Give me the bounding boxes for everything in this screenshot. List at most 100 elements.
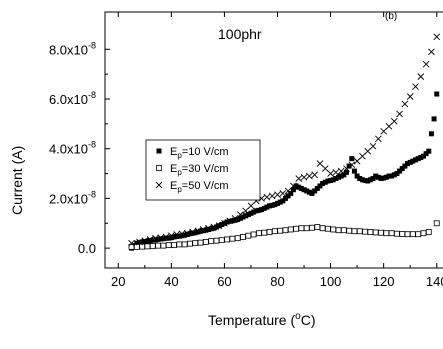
- data-point: [256, 207, 262, 213]
- data-point: [367, 177, 373, 183]
- data-point: [155, 242, 161, 249]
- data-point: [383, 230, 390, 237]
- data-point: [378, 176, 384, 182]
- x-tick-label: 100: [320, 274, 342, 289]
- data-point: [428, 131, 434, 137]
- data-point: [266, 229, 273, 235]
- x-tick-label: 40: [164, 274, 178, 289]
- data-point: [372, 229, 379, 236]
- data-point: [422, 60, 430, 68]
- data-point: [405, 161, 411, 167]
- data-point: [242, 207, 249, 215]
- data-point: [277, 199, 283, 205]
- data-point: [147, 238, 153, 244]
- data-point: [240, 234, 246, 240]
- data-point: [399, 231, 406, 237]
- data-point: [279, 190, 287, 197]
- x-axis-label-degree: o: [295, 311, 301, 322]
- data-point: [251, 209, 257, 215]
- data-point: [184, 231, 190, 237]
- data-point: [415, 156, 421, 162]
- y-tick-label: 4.0x10-8: [49, 140, 96, 157]
- data-point: [179, 233, 185, 239]
- data-point: [385, 123, 393, 130]
- legend-marker: [156, 165, 162, 171]
- data-point: [346, 227, 353, 234]
- data-point: [338, 173, 344, 179]
- data-point: [373, 173, 379, 179]
- data-point: [152, 234, 159, 242]
- data-point: [144, 243, 151, 250]
- data-point: [250, 231, 257, 238]
- data-point: [351, 228, 358, 235]
- data-point: [232, 217, 238, 223]
- data-point: [210, 223, 218, 231]
- data-point: [412, 83, 419, 90]
- data-point: [402, 163, 408, 169]
- data-point: [157, 234, 165, 241]
- y-tick-labels: 0.0 2.0x10-8 4.0x10-8 6.0x10-8 8.0x10-8: [49, 40, 96, 256]
- data-point: [275, 200, 280, 206]
- data-point: [137, 240, 142, 246]
- data-point: [340, 227, 347, 234]
- data-point: [245, 232, 252, 239]
- data-point: [199, 226, 207, 233]
- data-point: [359, 152, 366, 160]
- data-point: [409, 231, 416, 238]
- data-point: [309, 224, 315, 231]
- data-point: [146, 236, 154, 243]
- legend: Ep=10 V/cm Ep=30 V/cm Ep=50 V/cm: [145, 139, 261, 201]
- data-point: [203, 227, 209, 233]
- data-point: [433, 220, 440, 227]
- data-point: [263, 193, 271, 201]
- data-point: [208, 226, 214, 232]
- data-point: [306, 172, 313, 180]
- data-point: [420, 230, 427, 237]
- data-point: [369, 142, 377, 150]
- data-point: [434, 91, 440, 97]
- legend-label: Ep=10 V/cm: [170, 146, 229, 160]
- data-point: [136, 238, 143, 246]
- data-point: [378, 229, 384, 236]
- legend-marker: [156, 148, 162, 154]
- data-point: [128, 239, 135, 247]
- data-point: [282, 227, 289, 234]
- data-point: [163, 235, 169, 241]
- data-point: [256, 230, 262, 237]
- data-point: [158, 236, 164, 242]
- data-point: [182, 232, 188, 238]
- data-point: [386, 173, 392, 179]
- data-point: [243, 213, 249, 219]
- x-tick-label: 140: [426, 274, 443, 289]
- data-point: [330, 177, 336, 183]
- x-tick-labels: 20 40 60 80 100 120 140: [111, 274, 443, 289]
- data-point: [211, 225, 217, 231]
- x-axis-label: Temperature (oC): [208, 311, 316, 328]
- data-point: [282, 195, 288, 201]
- data-point: [168, 235, 174, 241]
- data-point: [226, 217, 234, 225]
- data-point: [328, 178, 334, 184]
- legend-label: Ep=50 V/cm: [170, 180, 229, 194]
- data-point: [343, 165, 350, 172]
- data-point: [417, 73, 425, 80]
- data-point: [311, 171, 318, 179]
- x-tick-label: 120: [373, 274, 395, 289]
- data-point: [237, 211, 244, 218]
- data-point: [287, 226, 294, 233]
- data-point: [322, 179, 328, 185]
- data-point: [295, 175, 303, 182]
- data-point: [296, 184, 302, 190]
- data-point: [280, 198, 286, 204]
- panel-label: (b): [385, 11, 397, 22]
- data-point: [142, 238, 148, 244]
- data-point: [337, 167, 345, 175]
- data-point: [394, 171, 400, 177]
- data-point: [267, 203, 273, 209]
- data-point: [321, 165, 329, 172]
- data-point: [349, 156, 355, 162]
- data-point: [410, 158, 416, 164]
- legend-label: Ep=30 V/cm: [170, 163, 229, 177]
- data-point: [344, 169, 349, 175]
- data-point: [375, 135, 382, 143]
